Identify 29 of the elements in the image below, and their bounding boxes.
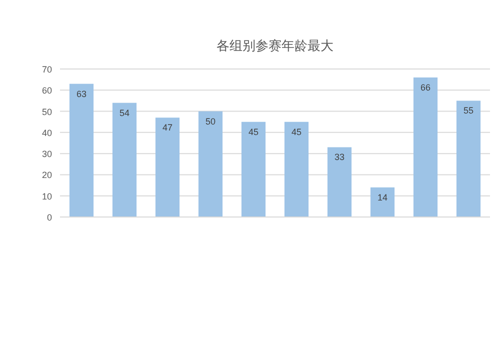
chart-title: 各组别参赛年龄最大 (216, 38, 334, 53)
bar (241, 122, 266, 217)
y-tick-label: 40 (42, 128, 52, 138)
y-tick-label: 30 (42, 149, 52, 160)
y-tick-label: 0 (46, 212, 52, 222)
data-label: 45 (291, 126, 302, 137)
y-tick-label: 50 (42, 106, 52, 117)
bar (456, 100, 481, 217)
data-label: 33 (334, 152, 345, 162)
data-label: 66 (420, 82, 431, 92)
data-label: 50 (205, 116, 216, 126)
y-tick-label: 20 (42, 170, 52, 180)
data-label: 14 (377, 192, 388, 202)
bar (69, 84, 94, 217)
y-tick-label: 10 (42, 191, 52, 202)
data-label: 63 (76, 88, 87, 99)
y-tick-label: 70 (42, 64, 52, 74)
bar (284, 122, 309, 217)
data-label: 55 (463, 106, 474, 116)
data-label: 47 (162, 122, 173, 133)
y-tick-label: 60 (42, 86, 52, 96)
bar (112, 102, 137, 217)
bar (198, 111, 223, 217)
data-label: 54 (119, 108, 130, 118)
bar (413, 77, 438, 217)
bar (370, 187, 395, 217)
bar (155, 118, 180, 217)
data-label: 45 (248, 126, 259, 137)
bar (327, 147, 352, 217)
